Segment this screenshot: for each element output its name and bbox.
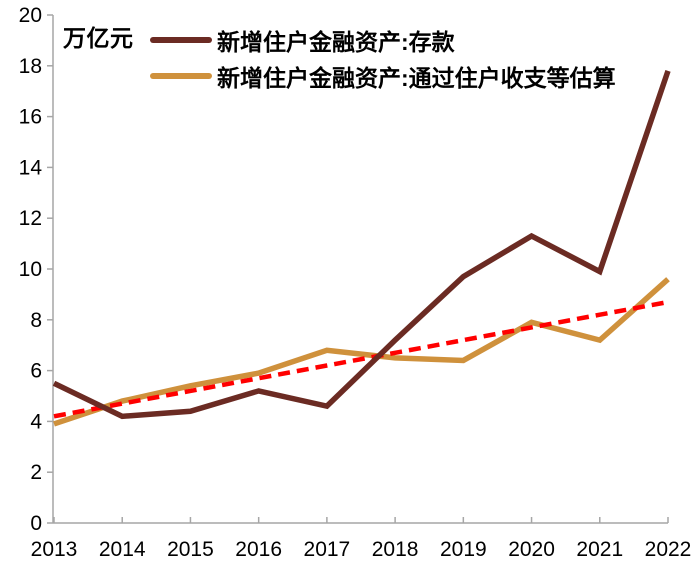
y-axis-tick-label: 18 bbox=[19, 55, 42, 78]
x-axis-tick-label: 2020 bbox=[508, 538, 555, 561]
y-axis-tick-label: 8 bbox=[30, 309, 42, 332]
y-axis-tick-label: 20 bbox=[19, 4, 42, 27]
y-axis-tick-label: 12 bbox=[19, 207, 42, 230]
series-line-estimated bbox=[53, 277, 670, 427]
y-axis-tick-label: 14 bbox=[19, 156, 43, 179]
legend-item-estimated: 新增住户金融资产:通过住户收支等估算 bbox=[150, 60, 616, 91]
legend-item-deposits: 新增住户金融资产:存款 bbox=[150, 24, 616, 55]
legend-label-estimated: 新增住户金融资产:通过住户收支等估算 bbox=[217, 64, 616, 91]
y-axis-tick-label: 16 bbox=[19, 106, 42, 129]
legend-swatch-estimated-line bbox=[150, 72, 212, 79]
y-axis-unit-label: 万亿元 bbox=[63, 25, 134, 51]
x-axis-tick-label: 2021 bbox=[576, 538, 623, 561]
x-axis-tick-label: 2019 bbox=[440, 538, 487, 561]
x-axis-tick-label: 2014 bbox=[99, 538, 146, 561]
x-axis-tick-label: 2017 bbox=[304, 538, 351, 561]
y-axis-tick-label: 0 bbox=[30, 512, 42, 535]
y-axis-tick-label: 10 bbox=[19, 258, 42, 281]
x-axis-tick-label: 2015 bbox=[167, 538, 214, 561]
x-axis-tick-label: 2018 bbox=[372, 538, 419, 561]
series-line-trend bbox=[53, 299, 669, 419]
x-axis-tick-label: 2022 bbox=[645, 538, 692, 561]
x-axis-tick-label: 2016 bbox=[235, 538, 282, 561]
legend-label-deposits: 新增住户金融资产:存款 bbox=[217, 28, 455, 55]
legend: 新增住户金融资产:存款 新增住户金融资产:通过住户收支等估算 bbox=[150, 24, 616, 91]
y-axis-tick-label: 2 bbox=[30, 461, 42, 484]
legend-swatch-deposits-line bbox=[150, 36, 212, 43]
y-axis-tick-label: 6 bbox=[30, 360, 42, 383]
x-axis-tick-label: 2013 bbox=[31, 538, 78, 561]
y-axis-tick-label: 4 bbox=[30, 410, 42, 433]
series-line-deposits bbox=[52, 69, 671, 420]
